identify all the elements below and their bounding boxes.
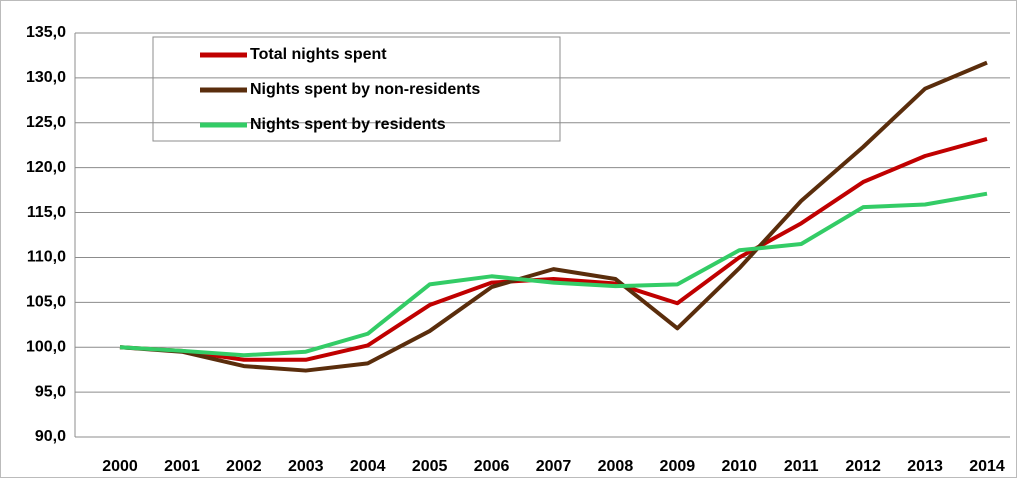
x-tick-label: 2000: [102, 458, 138, 475]
y-tick-label: 130,0: [26, 69, 66, 86]
y-tick-label: 90,0: [35, 428, 66, 445]
x-tick-label: 2008: [598, 458, 634, 475]
legend-label: Total nights spent: [250, 46, 387, 63]
series-line: [119, 60, 988, 373]
y-tick-label: 125,0: [26, 114, 66, 131]
x-tick-label: 2007: [536, 458, 572, 475]
x-tick-label: 2014: [969, 458, 1005, 475]
x-tick-label: 2005: [412, 458, 448, 475]
legend-label: Nights spent by non-residents: [250, 81, 480, 98]
y-tick-label: 120,0: [26, 159, 66, 176]
x-tick-label: 2009: [660, 458, 696, 475]
y-tick-label: 100,0: [26, 338, 66, 355]
x-tick-label: 2010: [721, 458, 757, 475]
y-tick-label: 105,0: [26, 294, 66, 311]
y-tick-label: 110,0: [27, 249, 66, 266]
y-tick-label: 115,0: [27, 204, 66, 221]
series-line: [119, 137, 988, 362]
legend-label: Nights spent by residents: [250, 116, 446, 133]
x-tick-label: 2012: [845, 458, 881, 475]
y-tick-label: 95,0: [35, 383, 66, 400]
x-tick-label: 2006: [474, 458, 510, 475]
x-tick-label: 2013: [907, 458, 943, 475]
y-tick-label: 135,0: [26, 24, 66, 41]
x-tick-label: 2003: [288, 458, 324, 475]
series-line: [119, 191, 988, 358]
x-tick-label: 2001: [164, 458, 200, 475]
x-tick-label: 2011: [784, 458, 819, 475]
x-tick-label: 2004: [350, 458, 386, 475]
x-tick-label: 2002: [226, 458, 262, 475]
